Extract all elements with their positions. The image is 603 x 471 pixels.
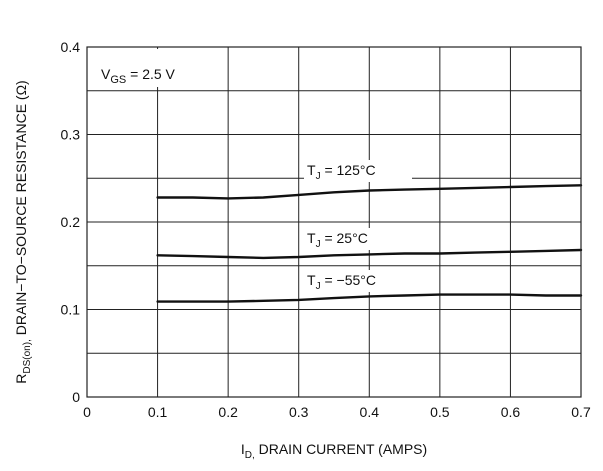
x-tick-label: 0.3	[289, 404, 309, 420]
condition-label: VGS = 2.5 V	[101, 66, 176, 86]
y-tick-label: 0.4	[61, 39, 81, 55]
x-tick-label: 0.1	[148, 404, 168, 420]
y-axis-title-rest: DRAIN−TO−SOURCE RESISTANCE (Ω)	[13, 80, 29, 339]
annotations: VGS = 2.5 VTJ = 125°CTJ = 25°CTJ = −55°C	[89, 49, 412, 292]
series-label-main: T	[307, 272, 316, 288]
series-label-sub: J	[316, 171, 321, 182]
series-label-2: TJ = −55°C	[307, 272, 376, 292]
series-group	[156, 184, 583, 303]
x-axis-title: ID, DRAIN CURRENT (AMPS)	[241, 441, 427, 461]
condition-label-rest: = 2.5 V	[126, 66, 175, 82]
condition-label-bg	[89, 49, 225, 87]
series-line-1	[156, 248, 583, 260]
y-tick-label: 0.1	[61, 302, 81, 318]
series-label-bg-1	[304, 228, 412, 250]
series-label-sub: J	[316, 239, 321, 250]
x-tick-label: 0.5	[430, 404, 450, 420]
y-axis-title-main: R	[13, 374, 29, 384]
series-label-main: T	[307, 230, 316, 246]
series-line-2	[156, 293, 583, 303]
x-tick-label: 0.7	[571, 404, 591, 420]
y-axis-title: RDS(on), DRAIN−TO−SOURCE RESISTANCE (Ω)	[13, 80, 33, 383]
x-tick-label: 0.2	[218, 404, 238, 420]
series-label-sub: J	[316, 281, 321, 292]
y-tick-label: 0.2	[61, 214, 81, 230]
x-axis-title-sub: D,	[245, 450, 255, 461]
series-label-bg-2	[304, 270, 412, 292]
series-label-rest: = −55°C	[321, 272, 376, 288]
x-axis-title-main: I	[241, 441, 245, 457]
series-label-rest: = 125°C	[321, 162, 376, 178]
series-label-bg-0	[304, 160, 412, 182]
condition-label-main: V	[101, 66, 111, 82]
y-tick-label: 0.3	[61, 127, 81, 143]
x-tick-label: 0.6	[501, 404, 521, 420]
plot-frame	[86, 46, 582, 398]
x-tick-label: 0.4	[360, 404, 380, 420]
grid	[87, 47, 582, 397]
condition-label-sub: GS	[110, 74, 126, 86]
y-axis-title-sub: DS(on),	[22, 339, 33, 373]
series-label-main: T	[307, 162, 316, 178]
series-label-1: TJ = 25°C	[307, 230, 368, 250]
x-axis-title-rest: DRAIN CURRENT (AMPS)	[255, 441, 427, 457]
x-tick-label: 0	[83, 404, 91, 420]
series-label-0: TJ = 125°C	[307, 162, 376, 182]
y-tick-label: 0	[72, 389, 80, 405]
axes: 0 0.1 0.2 0.3 0.4 0.5 0.6 0.7 0 0.1 0.2 0.3 0.4 ID, D…	[13, 39, 591, 461]
series-line-0	[156, 184, 583, 200]
series-label-rest: = 25°C	[321, 230, 368, 246]
